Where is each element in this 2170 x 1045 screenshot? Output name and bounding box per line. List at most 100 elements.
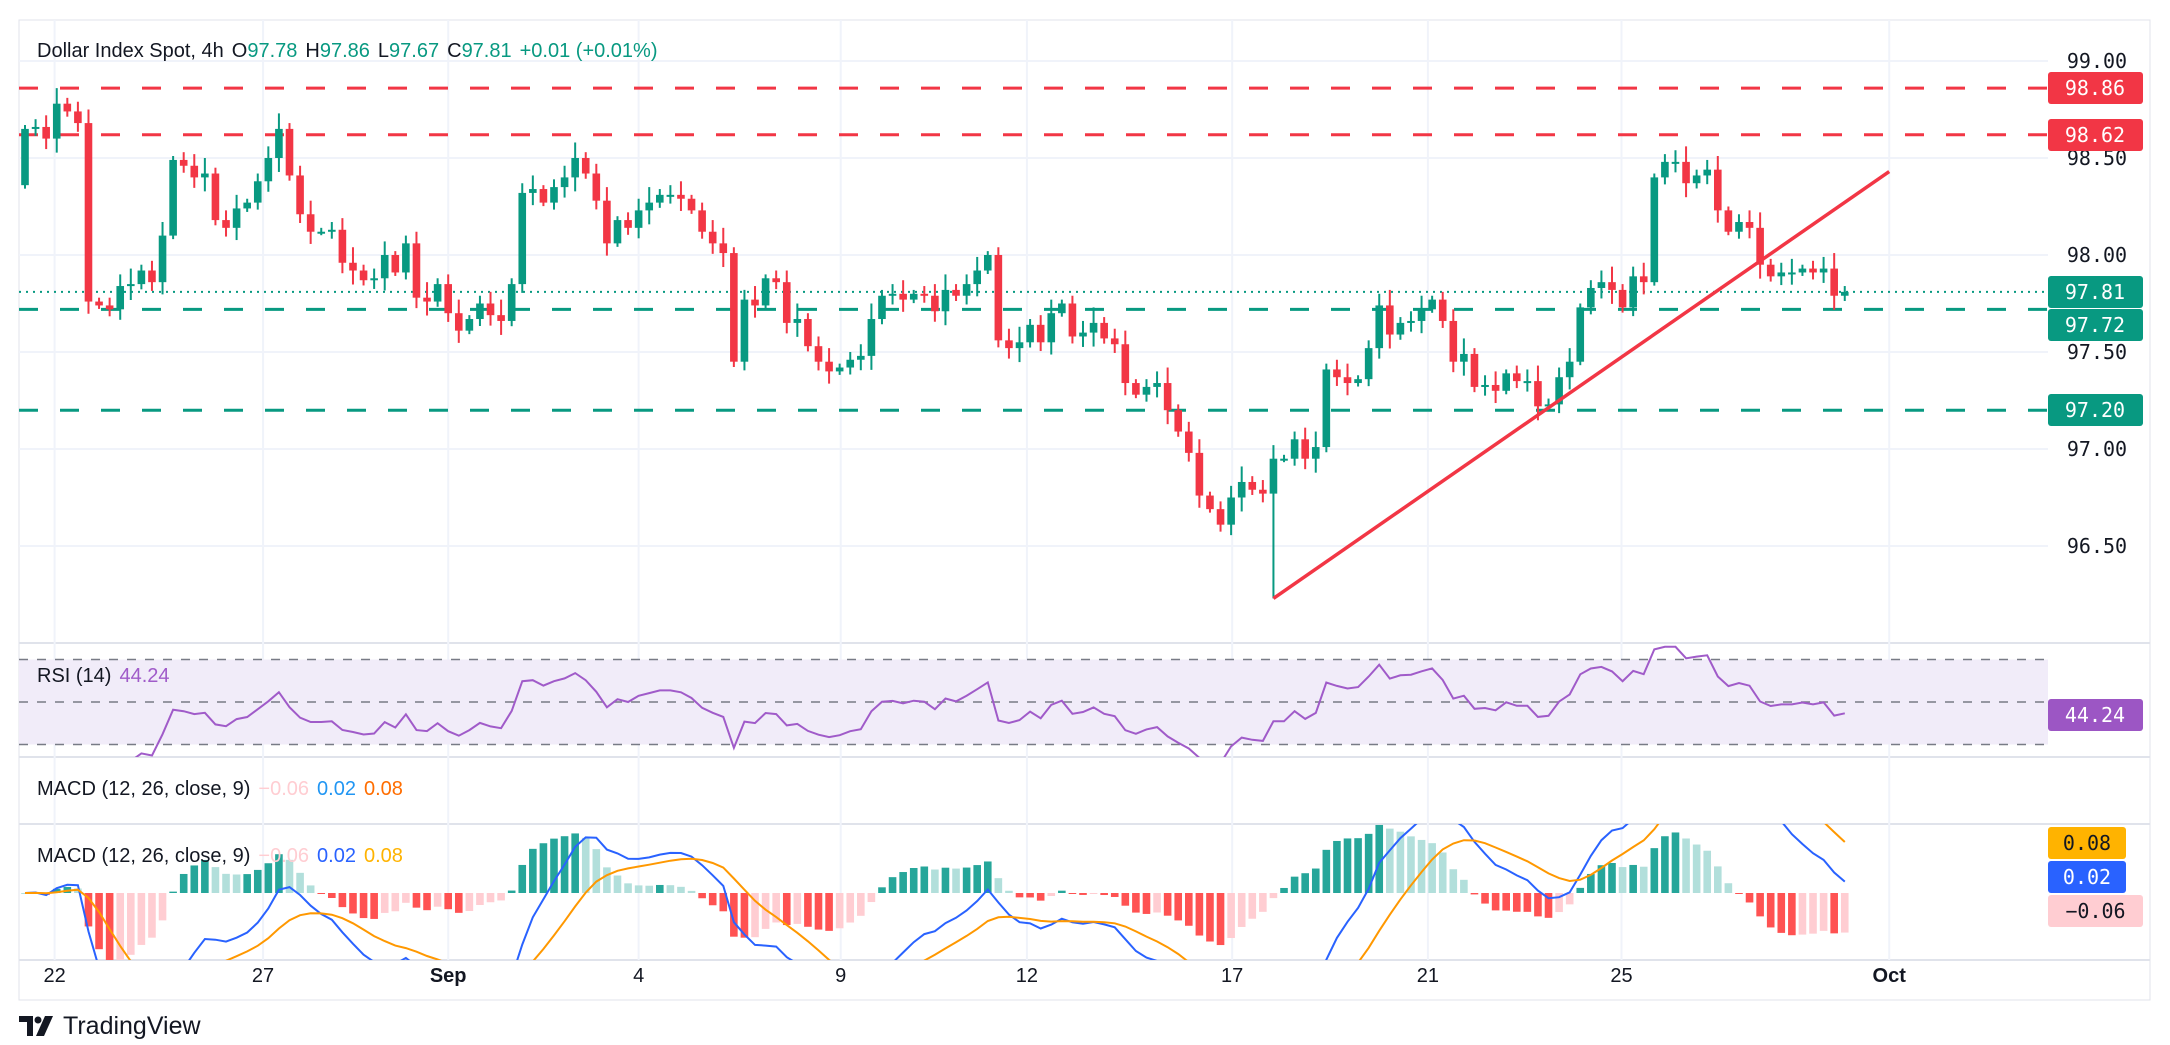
macd-histogram-bar (1587, 873, 1595, 893)
macd-histogram-bar (1121, 893, 1130, 906)
candle-body (349, 262, 357, 271)
macd-histogram-bar (169, 891, 177, 893)
tradingview-logo[interactable]: TradingView (19, 1012, 201, 1041)
macd-histogram-bar (232, 874, 241, 893)
candle-body (603, 200, 611, 244)
macd-histogram-bar (328, 893, 336, 898)
price-badge (2048, 276, 2143, 308)
macd-histogram-bar (603, 867, 611, 893)
macd-histogram-bar (1132, 893, 1140, 913)
candle-body (1534, 381, 1542, 407)
macd-histogram-bar (772, 893, 780, 923)
candle-body (359, 270, 368, 281)
rsi-label: RSI (14) (37, 665, 112, 687)
macd-histogram-bar (402, 893, 410, 903)
candle-body (275, 128, 283, 158)
macd-histogram-bar (550, 838, 558, 893)
macd-histogram-bar (1206, 893, 1214, 942)
macd-histogram-bar (1216, 893, 1225, 946)
candle-body (952, 289, 960, 296)
candle-body (1735, 222, 1743, 232)
macd-histogram-bar (740, 893, 749, 938)
date-tick-label: 21 (1417, 965, 1439, 987)
candle-body (1036, 324, 1045, 343)
macd-histogram-bar (1301, 873, 1309, 893)
candle-body (983, 255, 992, 271)
macd-histogram-bar (116, 893, 125, 960)
candle-body (423, 297, 431, 302)
macd-histogram-bar (1608, 862, 1616, 893)
candle-body (1142, 386, 1151, 395)
candle-body (1100, 322, 1108, 339)
macd-histogram-bar (825, 893, 833, 931)
candle-body (666, 194, 675, 197)
candle-body (539, 189, 548, 203)
macd-histogram-bar (1428, 843, 1436, 893)
macd-histogram-bar (433, 893, 442, 907)
candle-body (719, 243, 728, 254)
macd-histogram-bar (1354, 838, 1362, 893)
price-badge (2048, 119, 2143, 151)
candle-body (1650, 177, 1659, 283)
high-value: 97.86 (319, 40, 370, 62)
macd-histogram-bar (1544, 893, 1553, 918)
candle-body (730, 253, 738, 362)
macd-histogram-bar (105, 893, 114, 960)
candle-body (835, 367, 844, 372)
macd-histogram-bar (1639, 866, 1648, 893)
candle-body (1460, 353, 1468, 362)
candle-body (1724, 210, 1733, 232)
candle-body (624, 220, 632, 228)
macd-histogram-bar (814, 893, 823, 930)
candle-body (708, 231, 717, 244)
candle-body (529, 189, 537, 193)
macd-histogram-bar (1237, 893, 1246, 927)
price-badge-label: 97.72 (2065, 313, 2125, 337)
rsi-line (134, 645, 1846, 757)
macd-histogram-bar (592, 849, 601, 893)
macd-histogram-bar (275, 854, 283, 893)
macd-histogram-bar (391, 893, 400, 912)
macd-histogram-bar (423, 893, 431, 911)
brand-name: TradingView (63, 1012, 201, 1040)
candle-body (1756, 227, 1764, 265)
macd-histogram-bar (1058, 890, 1066, 893)
candle-body (1555, 377, 1563, 405)
candle-body (95, 301, 103, 306)
open-label: O (231, 40, 248, 62)
macd-histogram-bar (1470, 893, 1479, 895)
candle-body (687, 198, 696, 211)
candle-body (338, 229, 347, 263)
macd-hist-value: −0.06 (258, 845, 310, 867)
macd-histogram-bar (1671, 832, 1680, 893)
macd-histogram-bar (1661, 836, 1669, 893)
macd-histogram-bar (179, 873, 188, 893)
macd-histogram-bar (1163, 893, 1172, 916)
high-label: H (305, 40, 320, 62)
macd-histogram-bar (539, 843, 548, 893)
macd-histogram-bar (1735, 893, 1743, 894)
macd-histogram-bar (1819, 893, 1828, 931)
candle-body (1502, 373, 1510, 391)
candle-body (1386, 305, 1394, 335)
macd-histogram-bar (253, 869, 262, 893)
candle-body (560, 177, 569, 188)
macd-histogram-bar (1195, 893, 1204, 936)
macd-histogram-bar (412, 893, 421, 908)
candle-body (1597, 282, 1606, 288)
macd-histogram-bar (359, 893, 368, 919)
candle-body (211, 173, 220, 221)
candle-body (370, 278, 378, 281)
macd-histogram-bar (624, 883, 632, 893)
candle-body (1587, 287, 1595, 308)
candle-body (518, 192, 527, 285)
candle-body (592, 173, 601, 201)
macd-histogram-bar (518, 864, 527, 893)
candle-body (1343, 377, 1352, 384)
candle-body (1047, 313, 1056, 343)
candle-body (1618, 289, 1627, 308)
candle-body (190, 165, 199, 178)
candle-body (1819, 268, 1828, 273)
candle-body (1237, 481, 1246, 498)
